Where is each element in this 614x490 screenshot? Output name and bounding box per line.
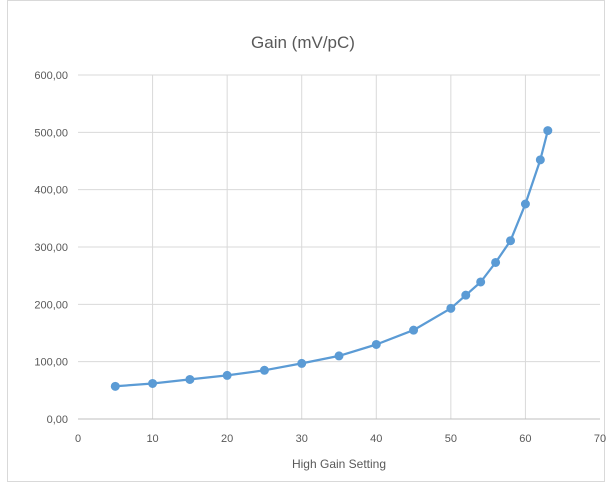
y-tick-label: 200,00 <box>34 299 68 311</box>
data-point <box>476 277 486 287</box>
chart-frame <box>7 0 605 482</box>
series-line <box>115 130 549 388</box>
x-tick-label: 70 <box>594 433 606 445</box>
y-axis-ticks: 0,00 100,00 200,00 300,00 400,00 500,00 600,00 <box>34 70 68 426</box>
data-point <box>520 199 530 209</box>
x-tick-label: 0 <box>75 433 81 445</box>
data-point <box>185 374 195 384</box>
data-point <box>297 358 307 368</box>
y-tick-label: 400,00 <box>34 185 68 197</box>
data-points <box>110 126 553 391</box>
data-point <box>461 290 471 300</box>
data-point <box>371 339 381 349</box>
y-tick-label: 100,00 <box>34 357 68 369</box>
x-tick-label: 40 <box>370 433 382 445</box>
y-tick-label: 500,00 <box>34 127 68 139</box>
x-tick-label: 30 <box>296 433 308 445</box>
data-point <box>259 365 269 375</box>
x-tick-label: 10 <box>146 433 158 445</box>
y-tick-label: 0,00 <box>47 414 68 426</box>
y-tick-label: 600,00 <box>34 70 68 82</box>
x-tick-label: 20 <box>221 433 233 445</box>
data-point <box>446 303 456 313</box>
x-axis-ticks: 0 10 20 30 40 50 60 70 <box>75 433 606 445</box>
data-point <box>506 236 516 246</box>
data-point <box>409 325 419 335</box>
gridlines <box>78 74 600 419</box>
data-point <box>110 381 120 391</box>
x-tick-label: 60 <box>519 433 531 445</box>
chart-title: Gain (mV/pC) <box>251 33 355 52</box>
data-point <box>535 155 545 165</box>
x-axis-label: High Gain Setting <box>292 457 386 471</box>
data-point <box>222 370 232 380</box>
data-point <box>491 257 501 267</box>
data-point <box>148 378 158 388</box>
x-tick-label: 50 <box>445 433 457 445</box>
y-tick-label: 300,00 <box>34 242 68 254</box>
data-point <box>543 126 553 136</box>
data-point <box>334 351 344 361</box>
